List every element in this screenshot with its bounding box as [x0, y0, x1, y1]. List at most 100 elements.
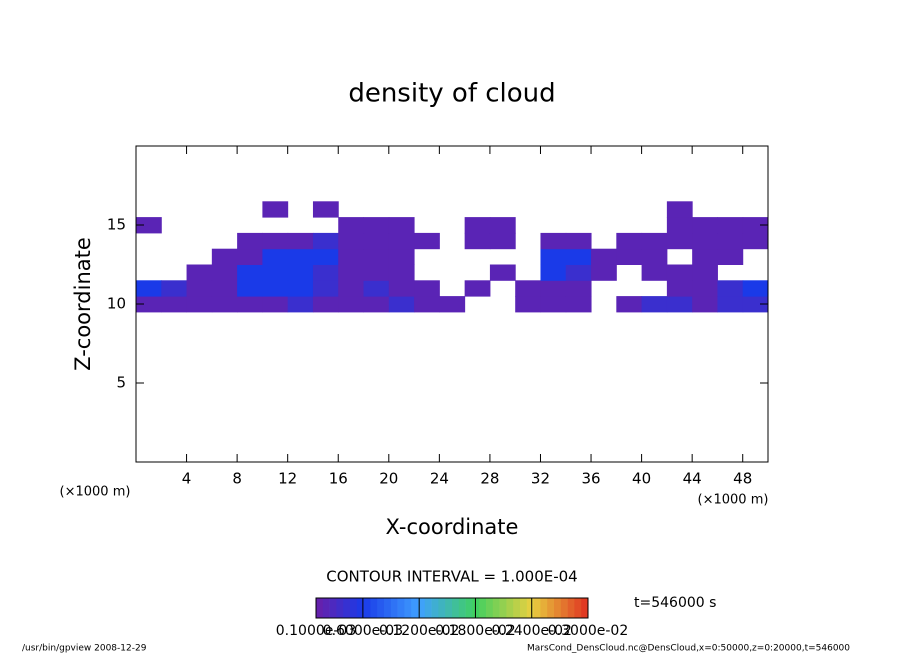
contour-cell: [262, 248, 289, 265]
footer-left: /usr/bin/gpview 2008-12-29: [22, 644, 147, 654]
contour-cell: [692, 296, 718, 313]
contour-cell: [692, 248, 718, 265]
contour-cell: [237, 232, 263, 250]
contour-cell: [237, 248, 263, 265]
contour-cell: [287, 232, 314, 250]
contour-cell: [312, 248, 339, 265]
contour-cell: [262, 201, 289, 218]
contour-cell: [363, 264, 390, 281]
contour-cell: [666, 217, 693, 234]
contour-cell: [666, 280, 693, 297]
contour-cell: [742, 280, 769, 297]
contour-cell: [641, 296, 668, 313]
contour-cell: [338, 296, 365, 313]
contour-cell: [287, 280, 314, 297]
contour-cell: [666, 296, 693, 313]
contour-cell: [262, 296, 289, 313]
contour-cell: [237, 280, 263, 297]
colorbar-segment: [397, 598, 405, 618]
colorbar-segment: [506, 598, 514, 618]
colorbar-segment: [431, 598, 439, 618]
contour-cell: [312, 280, 339, 297]
x-tick-label: 4: [182, 470, 192, 488]
contour-cell: [414, 296, 440, 313]
colorbar-segment: [370, 598, 378, 618]
contour-cell: [338, 264, 365, 281]
contour-cell: [565, 296, 592, 313]
contour-cell: [591, 248, 617, 265]
colorbar-segment: [445, 598, 453, 618]
colorbar-tick-label: 0.1800e-02: [435, 623, 515, 639]
colorbar-segment: [458, 598, 466, 618]
contour-cell: [262, 280, 289, 297]
contour-cell: [388, 232, 415, 250]
x-tick-label: 8: [232, 470, 242, 488]
contour-cell: [211, 280, 238, 297]
contour-cell: [464, 280, 491, 297]
contour-cell: [666, 232, 693, 250]
contour-cell: [312, 201, 339, 218]
colorbar-tick-label: 0.1200e-02: [379, 623, 459, 639]
colorbar-segment: [533, 598, 541, 618]
contour-cell: [262, 232, 289, 250]
colorbar-tick-label: 0.2400e-02: [491, 623, 571, 639]
colorbar-segment: [384, 598, 392, 618]
contour-cell: [540, 232, 567, 250]
contour-cell: [464, 217, 491, 234]
contour-cell: [414, 232, 440, 250]
y-tick-label: 5: [116, 374, 126, 392]
contour-cell: [489, 217, 516, 234]
contour-cell: [464, 232, 491, 250]
contour-cell: [211, 296, 238, 313]
contour-cell: [363, 217, 390, 234]
contour-cell: [515, 296, 541, 313]
colorbar-segment: [526, 598, 534, 618]
x-tick-label: 40: [632, 470, 651, 488]
colorbar-segment: [356, 598, 364, 618]
x-axis-label: X-coordinate: [386, 515, 519, 539]
colorbar-segment: [411, 598, 419, 618]
colorbar-segment: [554, 598, 562, 618]
contour-cell: [388, 280, 415, 297]
colorbar-segment: [316, 598, 324, 618]
colorbar-segment: [479, 598, 487, 618]
contour-cell: [742, 296, 769, 313]
colorbar-segment: [322, 598, 330, 618]
contour-cell: [565, 248, 592, 265]
time-label: t=546000 s: [634, 595, 716, 611]
contour-cell: [161, 296, 188, 313]
colorbar-segment: [560, 598, 568, 618]
contour-cell: [136, 296, 162, 313]
contour-cell: [540, 280, 567, 297]
colorbar-segment: [499, 598, 507, 618]
colorbar-segment: [520, 598, 528, 618]
contour-cell: [616, 248, 643, 265]
contour-cell: [211, 264, 238, 281]
x-tick-label: 32: [531, 470, 550, 488]
contour-cell: [211, 248, 238, 265]
contour-cell: [186, 264, 213, 281]
contour-cell: [717, 296, 744, 313]
contour-cell: [338, 248, 365, 265]
colorbar-segment: [390, 598, 398, 618]
contour-cell: [312, 232, 339, 250]
x-tick-label: 28: [480, 470, 499, 488]
contour-cell: [666, 201, 693, 218]
colorbar-tick-label: 0.1000e-03: [276, 623, 356, 639]
contour-cell: [742, 232, 769, 250]
colorbar-segment: [513, 598, 521, 618]
colorbar-segment: [404, 598, 412, 618]
contour-cell: [616, 296, 643, 313]
contour-cell: [312, 296, 339, 313]
y-unit: (×1000 m): [60, 485, 131, 500]
contour-cell: [692, 280, 718, 297]
contour-cell: [312, 264, 339, 281]
contour-cell: [186, 280, 213, 297]
colorbar-segment: [486, 598, 494, 618]
contour-cell: [565, 264, 592, 281]
contour-cell: [161, 280, 188, 297]
contour-cell: [717, 217, 744, 234]
colorbar-segment: [465, 598, 473, 618]
colorbar-segment: [438, 598, 446, 618]
contour-cell: [641, 264, 668, 281]
